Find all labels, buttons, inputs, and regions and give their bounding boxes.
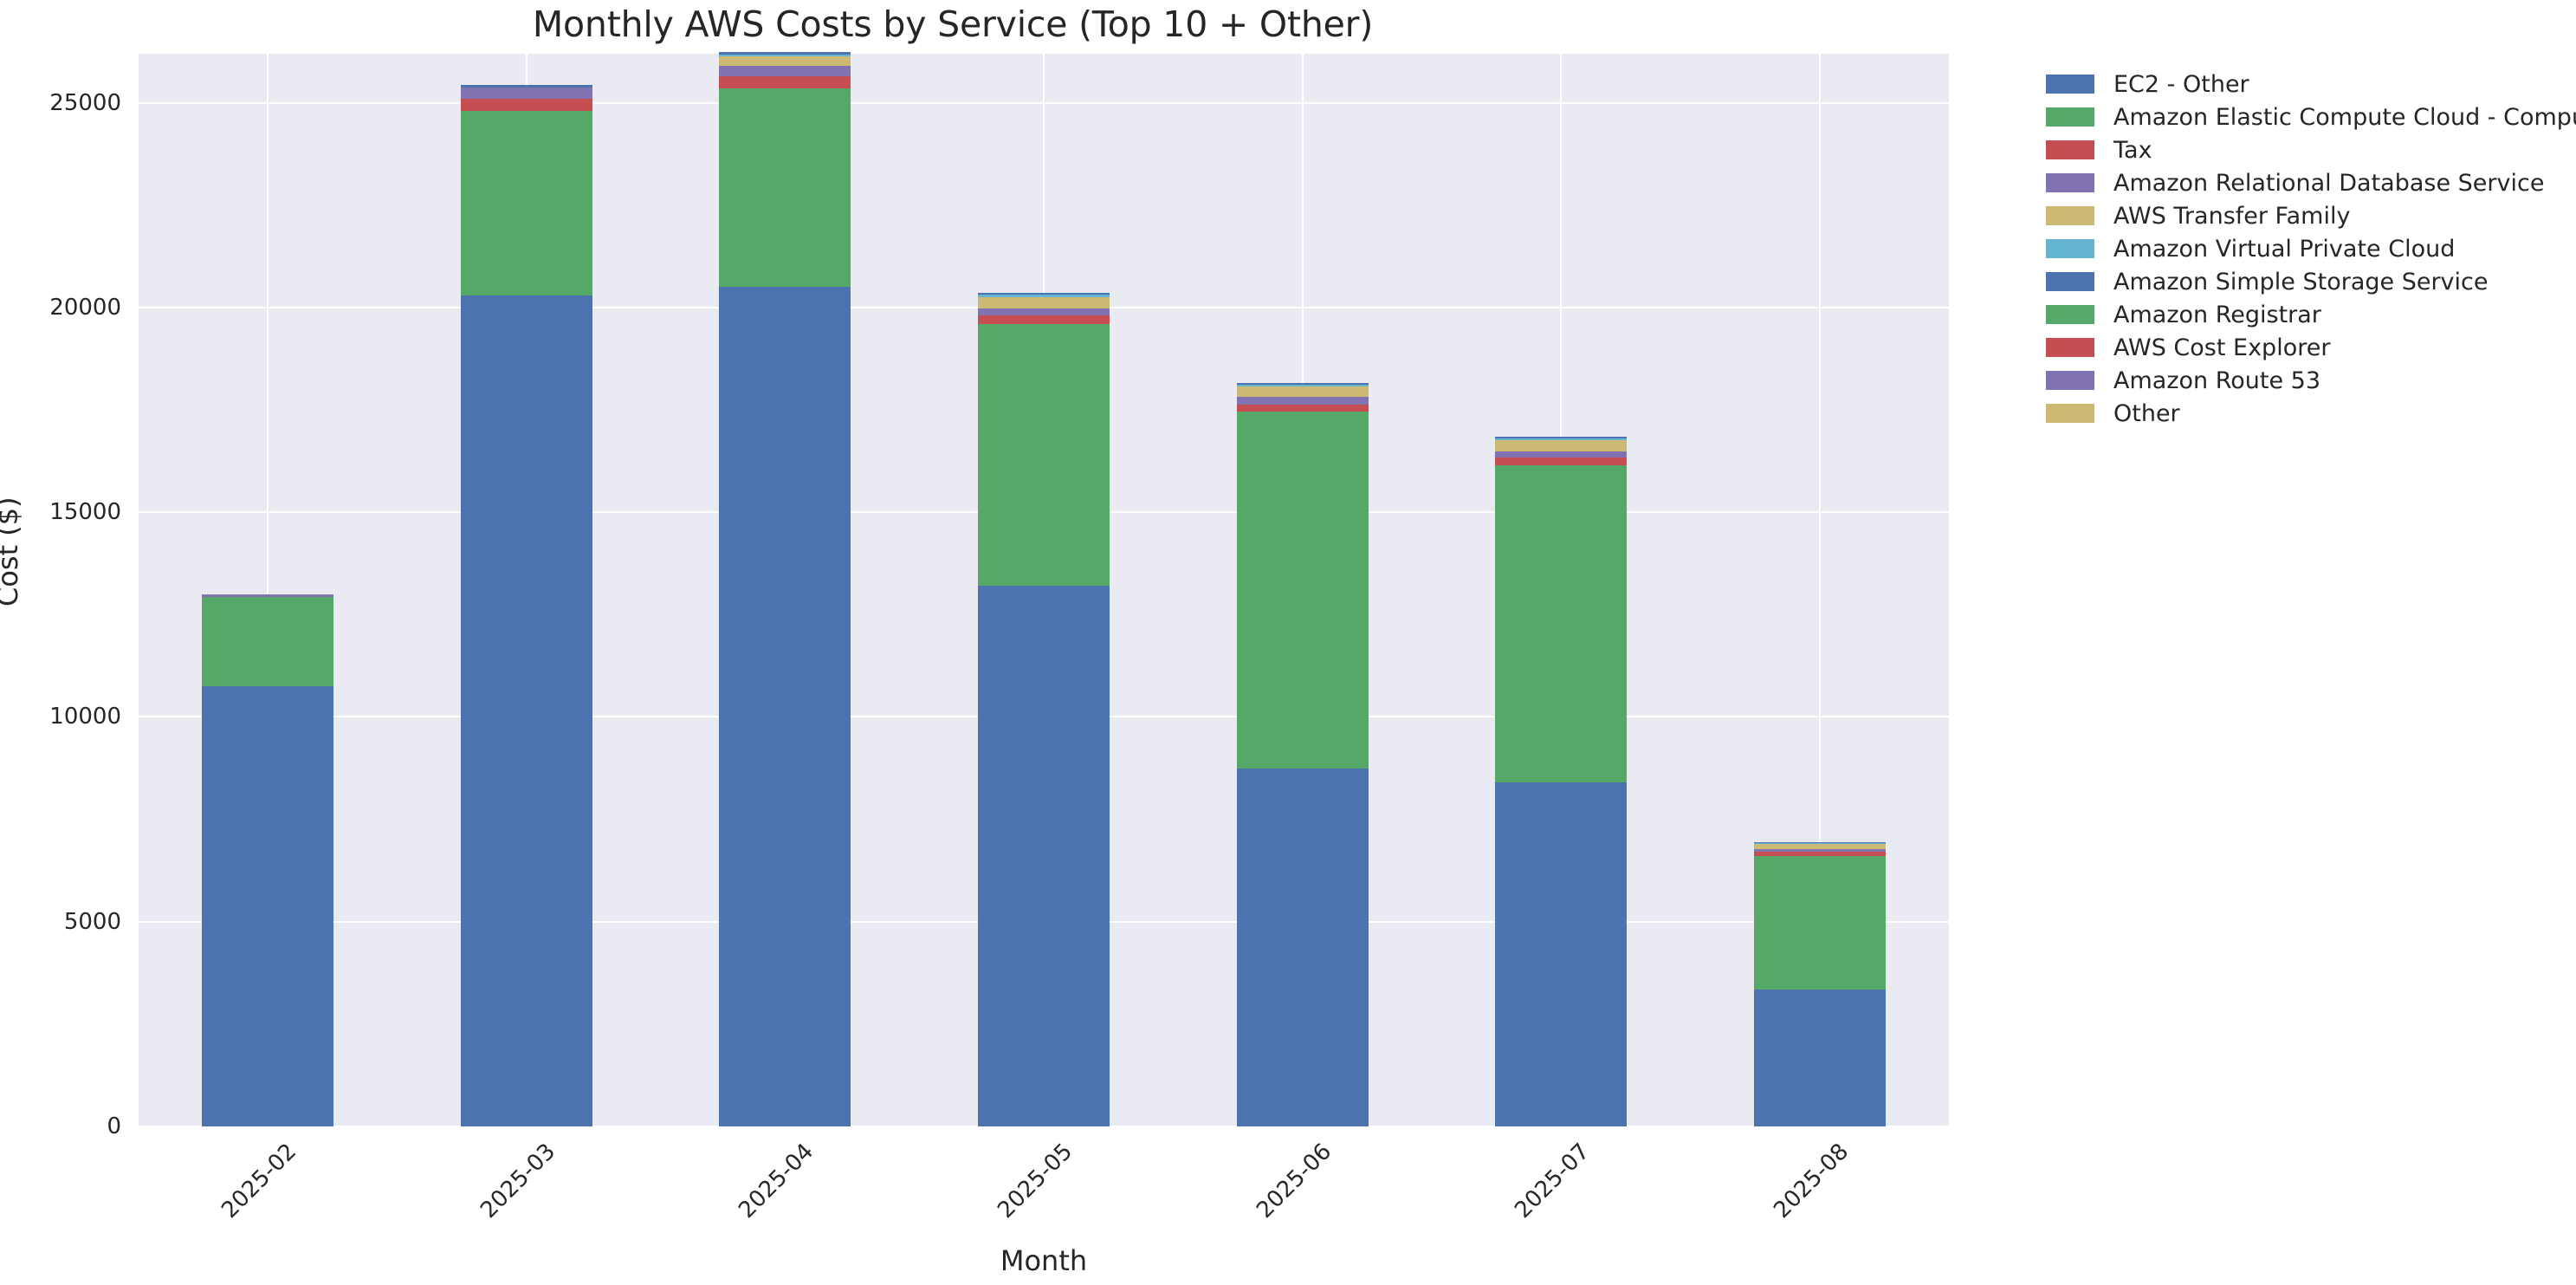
legend-item[interactable]: Amazon Route 53: [2046, 364, 2576, 397]
bar-segment[interactable]: [1754, 842, 1886, 844]
legend-item[interactable]: AWS Cost Explorer: [2046, 331, 2576, 364]
bar-segment[interactable]: [202, 594, 333, 598]
legend-swatch-icon: [2046, 140, 2094, 159]
bar-segment[interactable]: [1495, 437, 1627, 439]
y-tick-label: 20000: [49, 294, 121, 321]
legend-item-label: Amazon Virtual Private Cloud: [2113, 235, 2456, 263]
bar-segment[interactable]: [1495, 438, 1627, 440]
legend-item-label: Amazon Simple Storage Service: [2113, 268, 2489, 295]
bar-segment[interactable]: [1237, 412, 1369, 769]
bar-segment[interactable]: [719, 65, 851, 77]
legend-item[interactable]: Amazon Relational Database Service: [2046, 166, 2576, 199]
legend-item-label: Amazon Relational Database Service: [2113, 169, 2545, 197]
legend-item[interactable]: Amazon Simple Storage Service: [2046, 265, 2576, 298]
bar-segment[interactable]: [719, 287, 851, 1126]
page-title: Monthly AWS Costs by Service (Top 10 + O…: [532, 3, 1374, 45]
legend-item-label: AWS Transfer Family: [2113, 202, 2351, 230]
bar-2025-05[interactable]: [978, 292, 1110, 1126]
legend-item[interactable]: EC2 - Other: [2046, 68, 2576, 101]
legend-item-label: Tax: [2113, 136, 2152, 164]
bar-segment[interactable]: [1237, 385, 1369, 386]
legend-swatch-icon: [2046, 206, 2094, 225]
bar-segment[interactable]: [461, 99, 592, 112]
bar-segment[interactable]: [1754, 848, 1886, 852]
bar-segment[interactable]: [719, 76, 851, 89]
bar-segment[interactable]: [1754, 844, 1886, 849]
bar-segment[interactable]: [978, 308, 1110, 316]
bar-segment[interactable]: [978, 315, 1110, 324]
legend-item[interactable]: AWS Transfer Family: [2046, 199, 2576, 232]
bar-segment[interactable]: [1495, 458, 1627, 465]
bar-segment[interactable]: [1237, 382, 1369, 386]
bar-segment[interactable]: [1237, 397, 1369, 405]
x-axis-label: Month: [1000, 1244, 1088, 1277]
bar-segment[interactable]: [719, 52, 851, 55]
bar-segment[interactable]: [1754, 856, 1886, 990]
bar-segment[interactable]: [1495, 451, 1627, 458]
legend-item-label: Other: [2113, 399, 2180, 427]
y-tick-label: 25000: [49, 89, 121, 116]
legend-swatch-icon: [2046, 305, 2094, 324]
bar-segment[interactable]: [461, 295, 592, 1126]
y-axis-label: Cost ($): [0, 496, 24, 607]
bar-2025-03[interactable]: [461, 84, 592, 1126]
bar-segment[interactable]: [978, 323, 1110, 587]
legend-swatch-icon: [2046, 75, 2094, 94]
legend-swatch-icon: [2046, 272, 2094, 291]
legend-item[interactable]: Amazon Elastic Compute Cloud - Compute: [2046, 101, 2576, 133]
y-tick-label: 10000: [49, 704, 121, 730]
bar-segment[interactable]: [1754, 989, 1886, 1126]
bar-segment[interactable]: [978, 292, 1110, 295]
legend-swatch-icon: [2046, 371, 2094, 390]
legend-item[interactable]: Other: [2046, 397, 2576, 430]
bar-segment[interactable]: [461, 84, 592, 88]
bar-segment[interactable]: [719, 55, 851, 56]
y-tick-label: 5000: [63, 908, 121, 935]
bar-segment[interactable]: [978, 295, 1110, 297]
bar-segment[interactable]: [1237, 386, 1369, 398]
legend-item-label: Amazon Elastic Compute Cloud - Compute: [2113, 103, 2576, 131]
bar-segment[interactable]: [719, 55, 851, 66]
gridline-vertical: [267, 54, 269, 1126]
bar-segment[interactable]: [461, 87, 592, 100]
legend-swatch-icon: [2046, 173, 2094, 192]
legend-swatch-icon: [2046, 239, 2094, 258]
plot-area: [139, 52, 1949, 1127]
bar-2025-08[interactable]: [1754, 842, 1886, 1126]
y-tick-label: 15000: [49, 499, 121, 526]
legend-item-label: Amazon Registrar: [2113, 301, 2321, 328]
bar-segment[interactable]: [1495, 464, 1627, 783]
legend-swatch-icon: [2046, 338, 2094, 357]
gridline-vertical: [1819, 54, 1821, 1126]
bar-segment[interactable]: [1237, 768, 1369, 1126]
legend-swatch-icon: [2046, 107, 2094, 127]
bar-segment[interactable]: [202, 686, 333, 1126]
legend-item[interactable]: Amazon Registrar: [2046, 298, 2576, 331]
legend-item[interactable]: Amazon Virtual Private Cloud: [2046, 232, 2576, 265]
bar-segment[interactable]: [1237, 404, 1369, 412]
bar-2025-07[interactable]: [1495, 437, 1627, 1126]
bar-segment[interactable]: [1754, 843, 1886, 845]
bar-segment[interactable]: [1495, 782, 1627, 1126]
bar-segment[interactable]: [719, 88, 851, 288]
legend: EC2 - Other Amazon Elastic Compute Cloud …: [2046, 68, 2576, 430]
legend-item-label: EC2 - Other: [2113, 70, 2249, 98]
bar-2025-06[interactable]: [1237, 382, 1369, 1126]
legend-item-label: AWS Cost Explorer: [2113, 334, 2331, 361]
bar-segment[interactable]: [202, 597, 333, 687]
bar-segment[interactable]: [1754, 851, 1886, 857]
legend-item-label: Amazon Route 53: [2113, 367, 2321, 394]
bar-segment[interactable]: [461, 111, 592, 295]
bar-2025-04[interactable]: [719, 52, 851, 1126]
bar-segment[interactable]: [978, 296, 1110, 308]
legend-item[interactable]: Tax: [2046, 133, 2576, 166]
bar-2025-02[interactable]: [202, 594, 333, 1126]
bar-segment[interactable]: [1495, 439, 1627, 451]
legend-swatch-icon: [2046, 404, 2094, 423]
y-tick-label: 0: [107, 1113, 121, 1139]
gridline-horizontal: [139, 1126, 1949, 1127]
bar-segment[interactable]: [978, 586, 1110, 1126]
